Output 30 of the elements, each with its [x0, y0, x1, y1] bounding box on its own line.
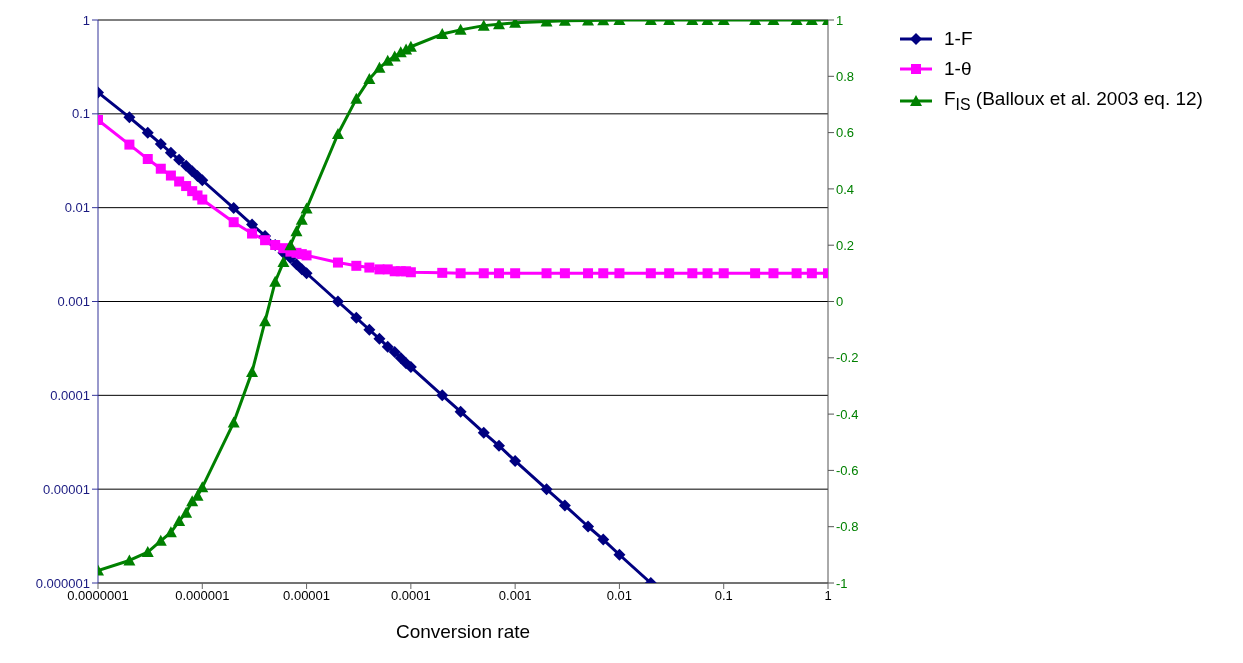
x-tick-label: 0.000001	[175, 588, 230, 604]
y-tick-label: 0.1	[71, 106, 90, 122]
y2-tick-label: 0.6	[836, 125, 855, 141]
y-tick-label: 0.01	[64, 200, 90, 216]
y2-tick-label: 0.8	[836, 68, 855, 84]
y2-tick-label: -1	[836, 575, 848, 591]
x-tick-label: 0.0000001	[67, 588, 129, 604]
legend-label: 1-F	[944, 28, 973, 50]
y-tick-label: 0.001	[57, 294, 90, 310]
y-tick-label: 0.0001	[50, 387, 90, 403]
y2-tick-label: -0.4	[836, 406, 859, 422]
y2-tick-label: 0	[836, 294, 844, 310]
y2-tick-label: 1	[836, 12, 844, 28]
legend-label: F$_{IS}$ (Balloux et al. 2003 eq. 12)	[944, 88, 1203, 114]
x-tick-label: 1	[824, 588, 832, 604]
x-tick-label: 0.00001	[283, 588, 331, 604]
y2-tick-label: 0.4	[836, 181, 855, 197]
y-tick-label: 1	[82, 12, 90, 28]
x-tick-label: 0.1	[714, 588, 733, 604]
x-tick-label: 0.001	[498, 588, 532, 604]
x-tick-label: 0.0001	[390, 588, 431, 604]
y2-tick-label: 0.2	[836, 237, 855, 253]
y2-tick-label: -0.6	[836, 463, 859, 479]
y-tick-label: 0.00001	[43, 481, 90, 497]
y-tick-label: 0.000001	[35, 575, 90, 591]
x-axis-title: Conversion rate	[395, 621, 531, 642]
x-tick-label: 0.01	[606, 588, 633, 604]
legend-label: 1-θ	[944, 58, 972, 80]
y2-tick-label: -0.2	[836, 350, 859, 366]
y2-tick-label: -0.8	[836, 519, 859, 535]
